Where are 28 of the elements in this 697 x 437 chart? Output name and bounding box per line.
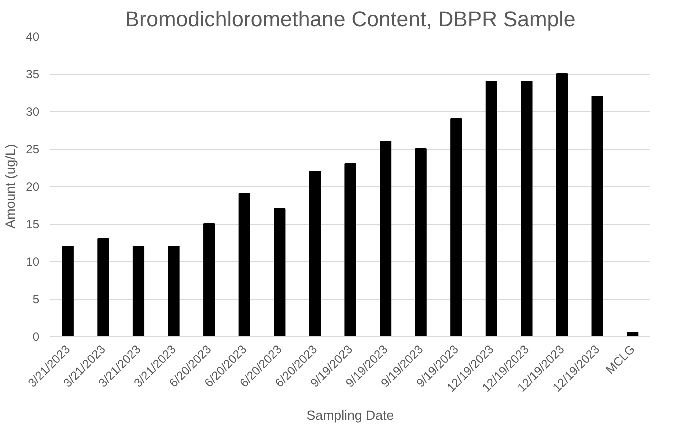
bar	[238, 194, 250, 336]
bar	[344, 164, 356, 336]
bar	[450, 118, 462, 336]
bar	[204, 224, 216, 336]
bar	[98, 238, 110, 336]
y-tick-label: 15	[26, 218, 40, 232]
y-axis-title: Amount (ug/L)	[3, 144, 18, 229]
x-axis-title: Sampling Date	[306, 408, 394, 423]
bar	[168, 246, 180, 336]
bar	[309, 171, 321, 336]
bar	[556, 74, 568, 336]
bar	[62, 246, 74, 336]
bar	[380, 141, 392, 336]
y-tick-label: 30	[26, 105, 40, 119]
y-tick-label: 35	[26, 68, 40, 82]
bar	[521, 81, 533, 336]
y-tick-label: 5	[32, 292, 40, 306]
bar	[132, 246, 145, 336]
y-tick-label: 10	[26, 255, 40, 269]
y-tick-label: 40	[26, 30, 40, 44]
y-tick-label: 20	[26, 180, 40, 194]
bar	[415, 148, 427, 336]
bar	[274, 208, 286, 336]
chart-title: Bromodichloromethane Content, DBPR Sample	[125, 8, 576, 32]
y-tick-label: 0	[32, 330, 40, 344]
bar	[592, 96, 604, 336]
y-tick-label: 25	[26, 142, 40, 156]
bar	[486, 81, 498, 336]
